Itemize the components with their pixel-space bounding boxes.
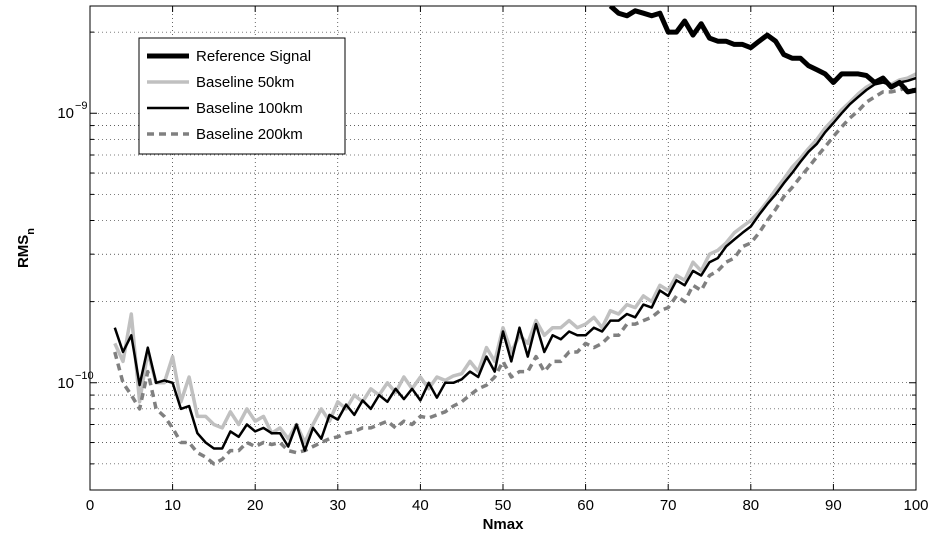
legend-label: Baseline 50km <box>196 74 294 91</box>
y-axis-label-main: RMS <box>15 235 32 268</box>
y-tick-exponent: −9 <box>75 100 88 112</box>
x-tick-label: 30 <box>329 497 346 514</box>
series-line-0 <box>608 6 916 95</box>
x-tick-label: 20 <box>247 497 264 514</box>
x-tick-label: 60 <box>577 497 594 514</box>
y-tick-label: 10 <box>57 375 74 392</box>
x-tick-label: 40 <box>412 497 429 514</box>
x-tick-label: 70 <box>660 497 677 514</box>
y-tick-exponent: −10 <box>75 370 94 382</box>
y-axis-label: RMSn <box>15 228 37 268</box>
y-tick-label: 10 <box>57 105 74 122</box>
y-axis-label-subscript: n <box>25 228 37 235</box>
series-lines <box>113 6 916 466</box>
x-tick-label: 0 <box>86 497 94 514</box>
x-tick-label: 50 <box>495 497 512 514</box>
x-tick-label: 100 <box>903 497 928 514</box>
legend-label: Baseline 100km <box>196 100 303 117</box>
grid <box>89 6 917 491</box>
legend-label: Baseline 200km <box>196 126 303 143</box>
series-line-2 <box>113 76 916 452</box>
series-line-3 <box>113 85 916 466</box>
legend: Reference Signal Baseline 50km Baseline 10… <box>138 37 346 155</box>
legend-label: Reference Signal <box>196 48 311 65</box>
x-axis-label: Nmax <box>483 516 525 533</box>
x-tick-label: 90 <box>825 497 842 514</box>
x-tick-label: 80 <box>742 497 759 514</box>
x-tick-label: 10 <box>164 497 181 514</box>
